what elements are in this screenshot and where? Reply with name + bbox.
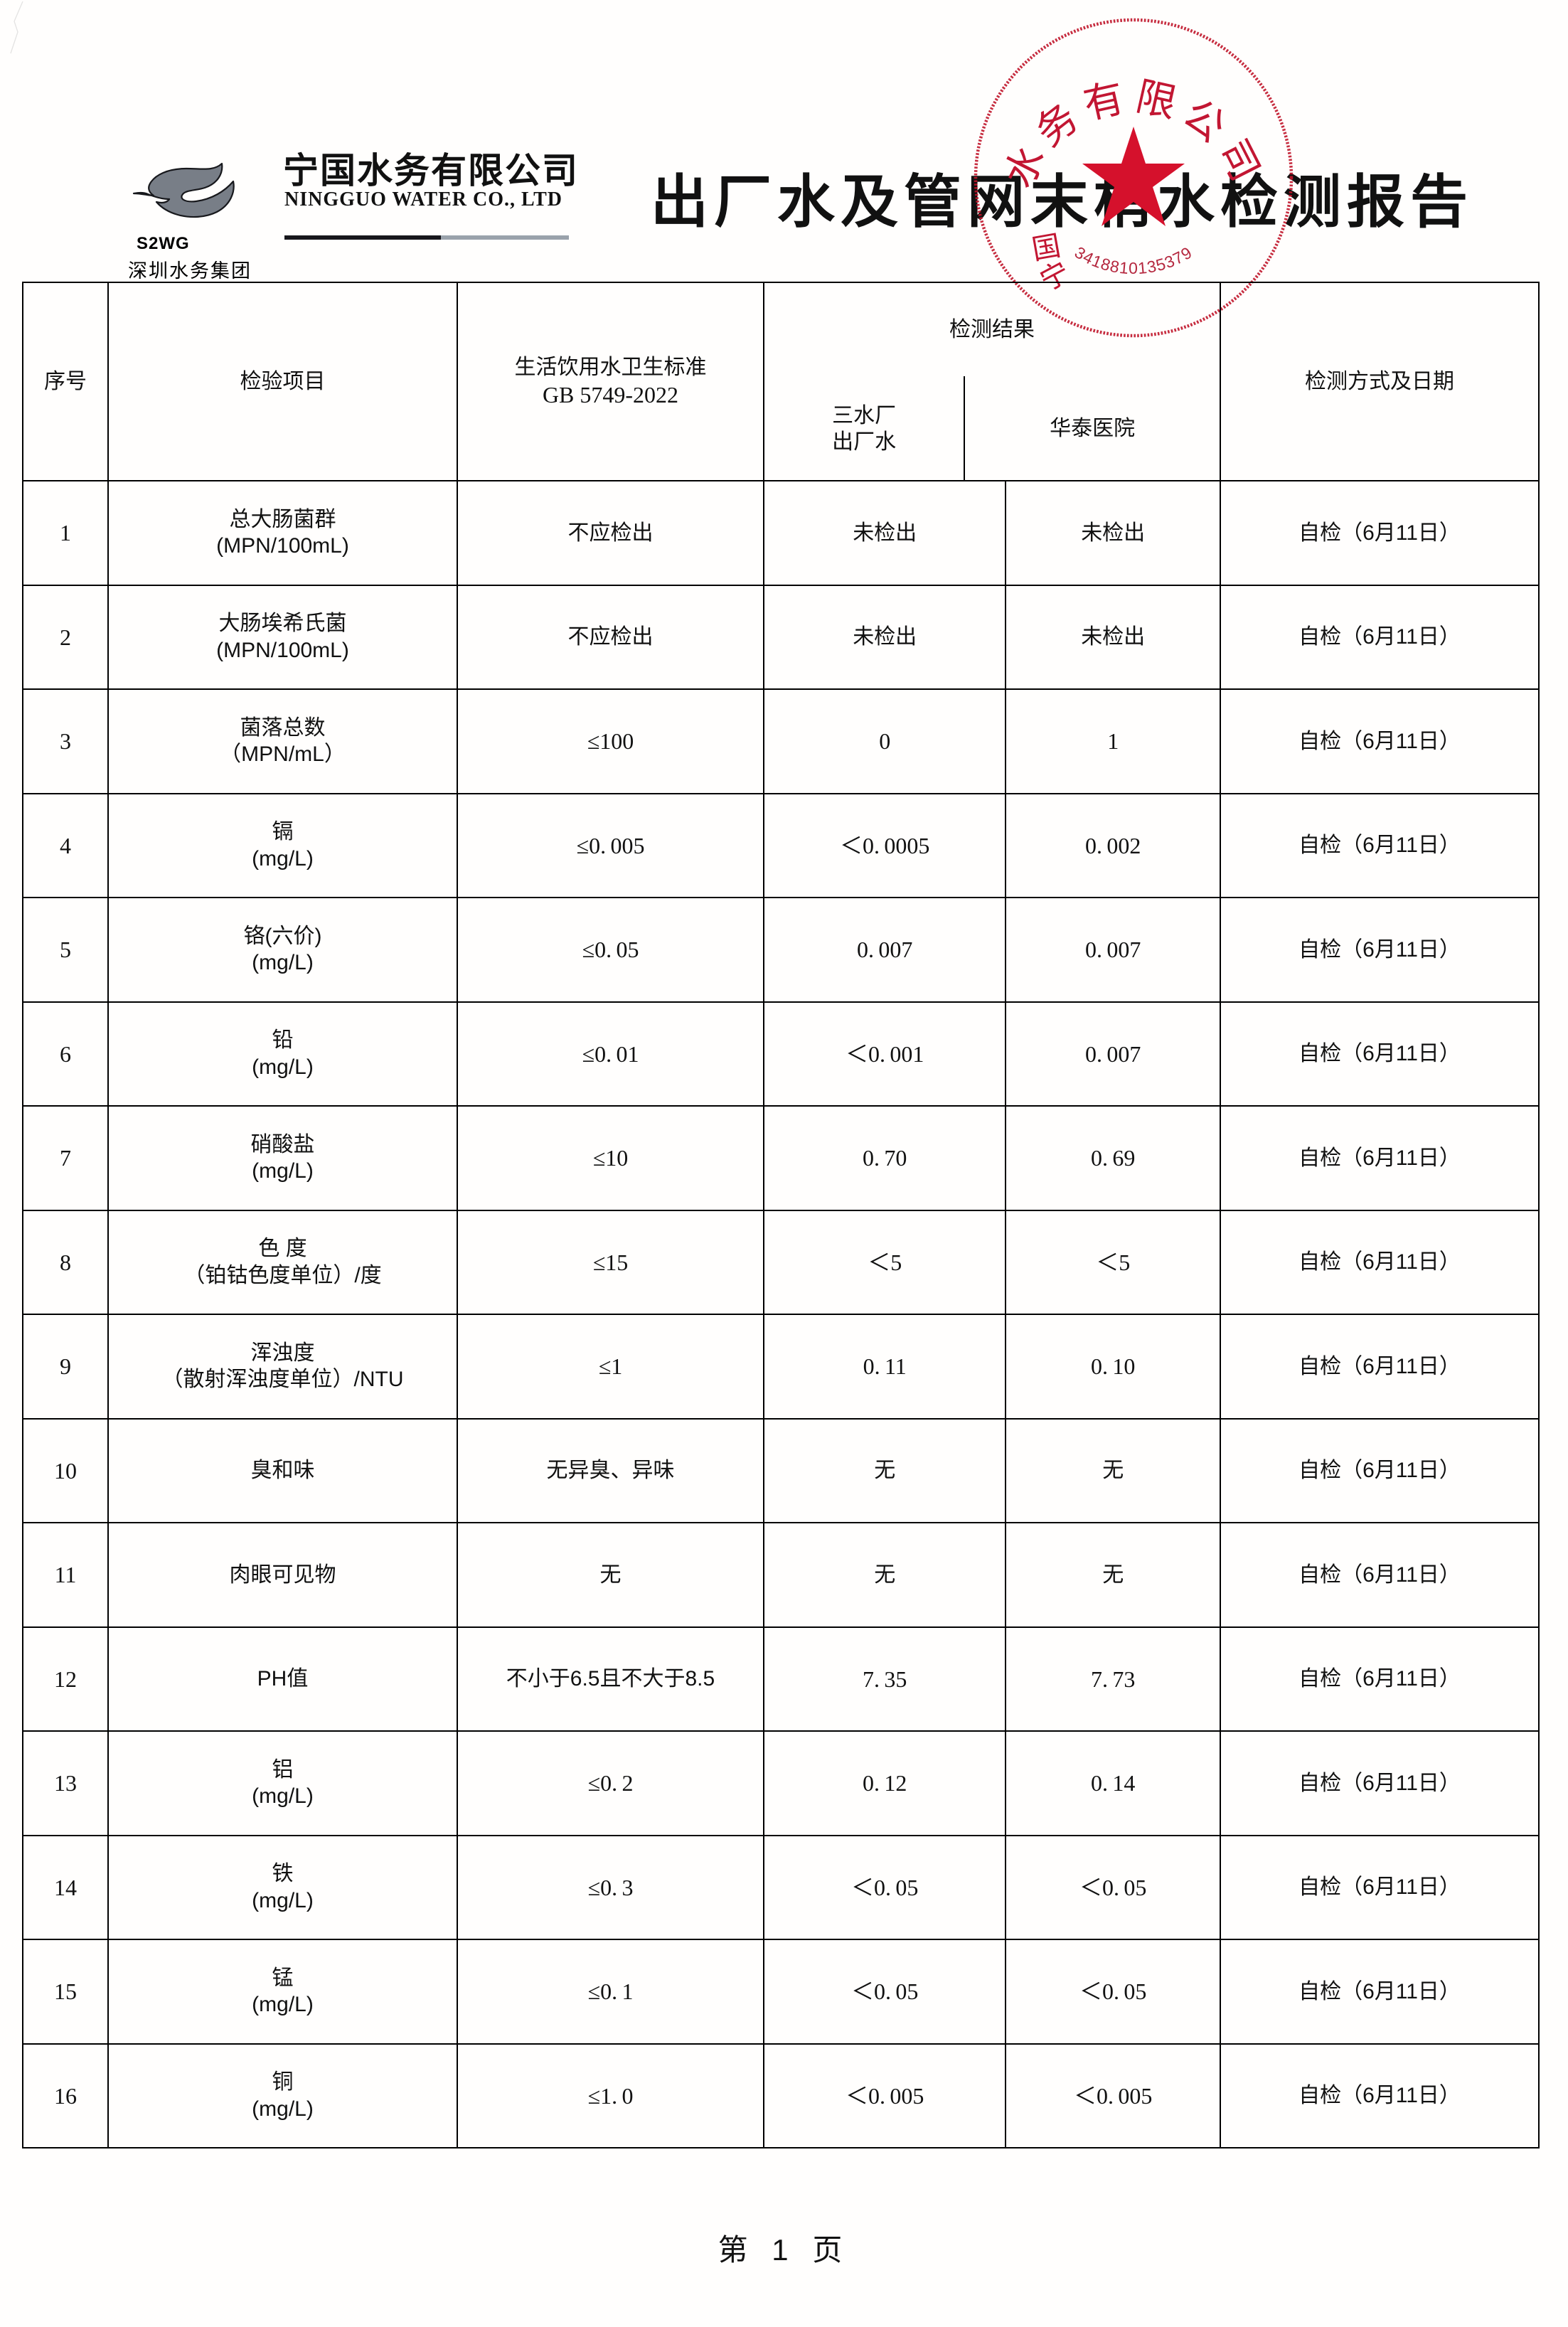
svg-text:3418810135379: 3418810135379 (1072, 243, 1195, 277)
svg-text:国: 国 (1030, 230, 1063, 266)
